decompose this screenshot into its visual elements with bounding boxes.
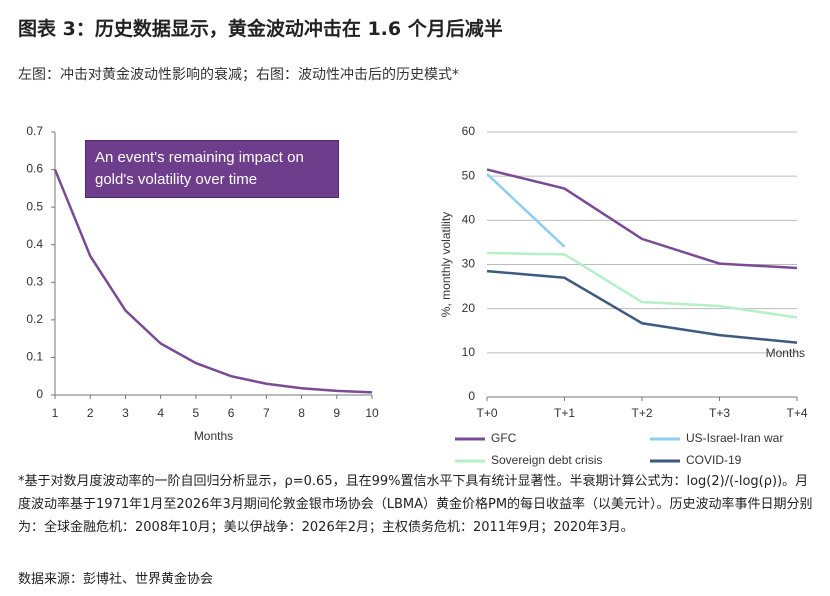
x-tick-label: 4 <box>157 406 164 420</box>
y-axis-label: %, monthly volatility <box>439 212 453 317</box>
page-title: 图表 3：历史数据显示，黄金波动冲击在 1.6 个月后减半 <box>18 18 503 40</box>
y-tick-label: 0.3 <box>26 274 43 288</box>
x-tick-label: 9 <box>333 406 340 420</box>
charts: 0 0.1 0.2 0.3 0.4 0.5 0.6 0.7 1 2 3 4 5 6 7 8 9 10 Months 0… <box>26 124 808 467</box>
x-tick-label: T+2 <box>631 406 652 420</box>
line <box>486 173 566 248</box>
legend-label: GFC <box>491 431 517 445</box>
annotation-box: An event's remaining impact on gold's vo… <box>85 140 339 198</box>
y-tick-label: 0 <box>36 387 43 401</box>
x-tick-label: 8 <box>298 406 305 420</box>
x-tick-label: 5 <box>193 406 200 420</box>
y-tick-label: 0 <box>468 389 475 403</box>
x-tick-label: 2 <box>87 406 94 420</box>
y-tick-label: 10 <box>462 345 476 359</box>
y-tick-label: 0.6 <box>26 162 43 176</box>
x-tick-label: T+1 <box>554 406 575 420</box>
x-tick-label: T+4 <box>786 406 807 420</box>
y-tick-label: 0.1 <box>26 350 43 364</box>
x-tick-label: 10 <box>365 406 379 420</box>
y-tick-label: 0.7 <box>26 124 43 138</box>
line <box>486 251 798 319</box>
line <box>53 169 373 394</box>
footnote: *基于对数月度波动率的一阶自回归分析显示，ρ=0.65，且在99%置信水平下具有… <box>18 474 813 535</box>
page-subtitle: 左图：冲击对黄金波动性影响的衰减；右图：波动性冲击后的历史模式* <box>18 67 459 83</box>
line <box>486 168 798 270</box>
legend-label: Sovereign debt crisis <box>491 453 602 467</box>
legend-label: US-Israel-Iran war <box>686 431 783 445</box>
y-tick-label: 0.5 <box>26 199 43 213</box>
legend-label: COVID-19 <box>686 453 742 467</box>
y-tick-label: 0.4 <box>26 237 43 251</box>
y-tick-label: 0.2 <box>26 312 43 326</box>
line <box>486 269 798 344</box>
x-tick-label: T+0 <box>476 406 497 420</box>
y-tick-label: 30 <box>462 257 476 271</box>
source: 数据来源：彭博社、世界黄金协会 <box>18 572 214 587</box>
x-tick-label: 1 <box>52 406 59 420</box>
x-tick-label: 3 <box>122 406 129 420</box>
y-tick-label: 40 <box>462 213 476 227</box>
y-tick-label: 20 <box>462 301 476 315</box>
x-tick-label: 6 <box>228 406 235 420</box>
x-tick-label: T+3 <box>709 406 730 420</box>
y-tick-label: 50 <box>462 168 476 182</box>
x-axis-label: Months <box>194 429 233 443</box>
x-tick-label: 7 <box>263 406 270 420</box>
y-tick-label: 60 <box>462 124 476 138</box>
annotation: Months <box>766 346 805 360</box>
